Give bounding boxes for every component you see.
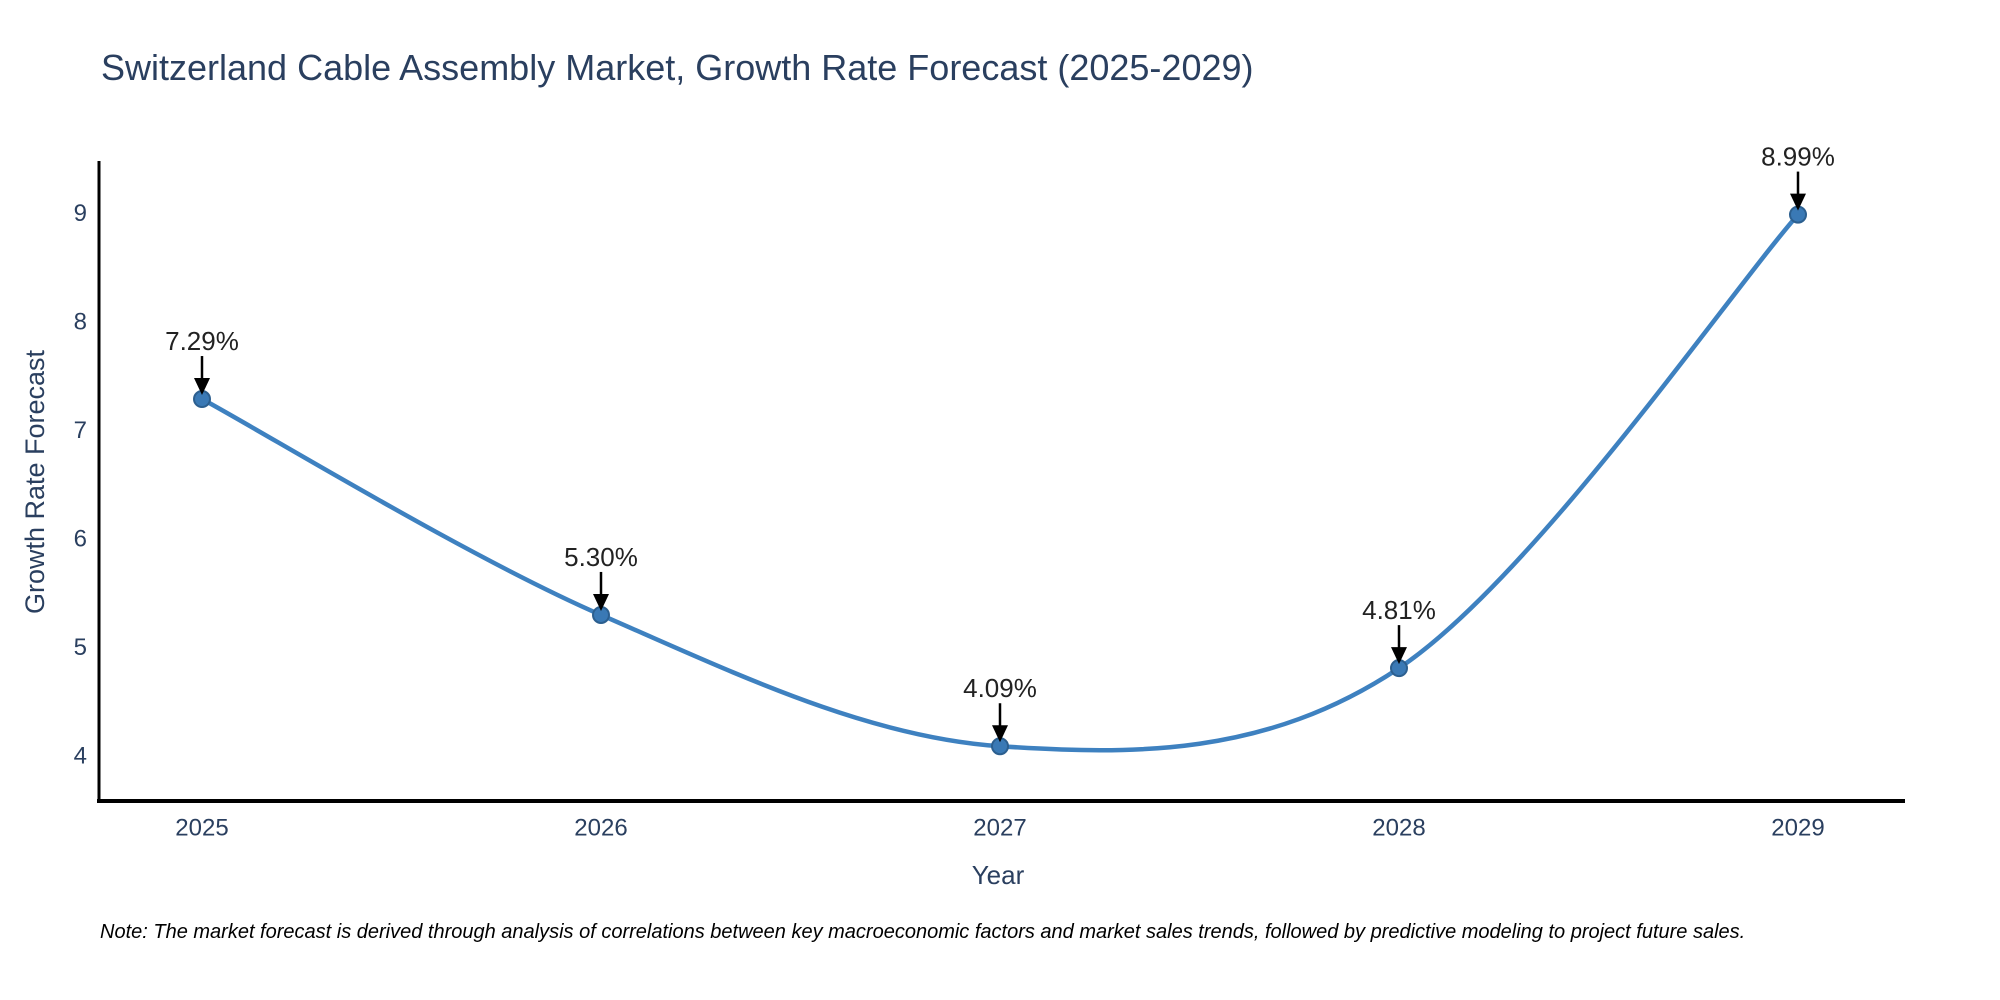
y-tick-label: 9	[74, 200, 87, 227]
data-label: 4.81%	[1362, 595, 1436, 625]
chart-title: Switzerland Cable Assembly Market, Growt…	[101, 47, 1254, 88]
x-tick-label: 2026	[574, 815, 627, 842]
y-tick-label: 5	[74, 634, 87, 661]
annotation-arrowhead	[992, 725, 1008, 743]
annotation-arrowhead	[593, 593, 609, 611]
y-tick-label: 8	[74, 309, 87, 336]
annotation-arrowhead	[1391, 647, 1407, 665]
annotation-arrowhead	[1790, 193, 1806, 211]
footnote: Note: The market forecast is derived thr…	[100, 921, 1746, 943]
x-tick-label: 2029	[1771, 815, 1824, 842]
annotation-arrowhead	[194, 378, 210, 396]
data-label: 8.99%	[1761, 142, 1835, 172]
x-tick-label: 2025	[175, 815, 228, 842]
y-tick-label: 4	[74, 743, 87, 770]
y-tick-label: 6	[74, 526, 87, 553]
data-label: 7.29%	[165, 326, 239, 356]
y-axis-title: Growth Rate Forecast	[20, 349, 50, 615]
y-tick-label: 7	[74, 417, 87, 444]
data-label: 5.30%	[564, 542, 638, 572]
x-tick-label: 2027	[973, 815, 1026, 842]
trend-line	[199, 212, 1801, 753]
x-axis-title: Year	[971, 860, 1025, 890]
data-label: 4.09%	[963, 673, 1037, 703]
x-tick-label: 2028	[1372, 815, 1425, 842]
